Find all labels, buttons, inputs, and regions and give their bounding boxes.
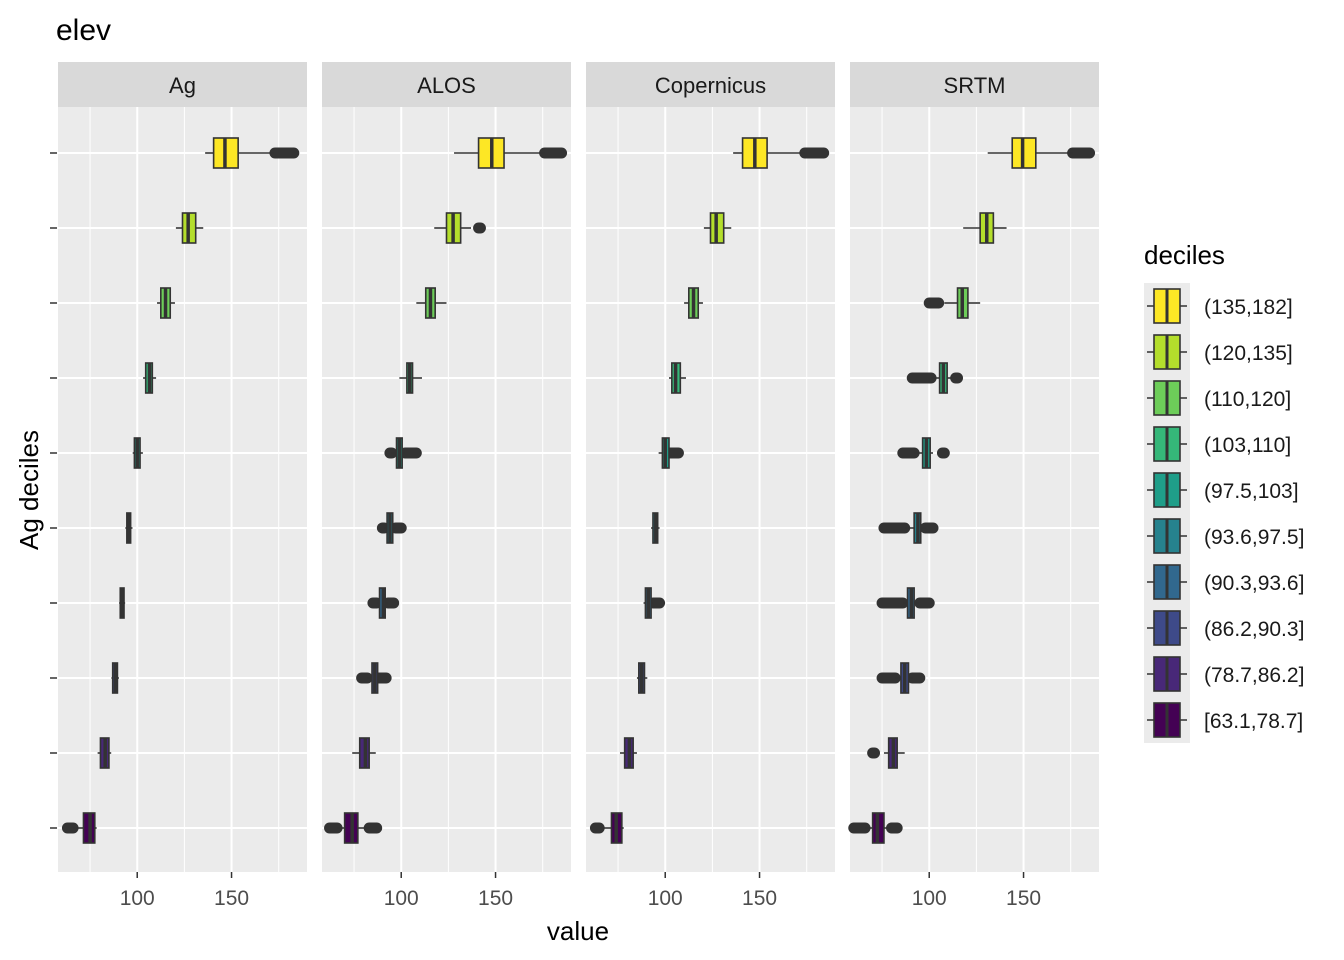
boxplot-ag-5	[132, 437, 143, 469]
boxplot-copernicus-8	[703, 212, 732, 244]
boxplot-alos-8	[434, 212, 486, 244]
facet-strip-label: ALOS	[417, 73, 476, 98]
boxplot-ag-0	[61, 812, 97, 844]
x-tick-label: 150	[478, 887, 513, 910]
legend-item-8: (78.7,86.2]	[1147, 656, 1304, 692]
boxplot-ag-1	[97, 737, 112, 769]
legend-item-label: (110,120]	[1204, 388, 1291, 411]
boxplot-alos-7	[416, 287, 447, 319]
legend-item-label: (97.5,103]	[1204, 480, 1299, 503]
facet-strip	[850, 62, 1099, 107]
facet-panels: Ag 100 150 ALOS 100 150 Copernicus 100 150 SRTM 10…	[58, 62, 1099, 910]
facet-strip	[322, 62, 571, 107]
boxplot-copernicus-2	[636, 662, 648, 694]
boxplot-srtm-0	[848, 812, 903, 844]
boxplot-ag-4	[125, 512, 133, 544]
boxplot-ag-3	[119, 587, 126, 619]
facet-strip	[586, 62, 835, 107]
boxplot-alos-3	[367, 587, 400, 619]
boxplot-copernicus-3	[643, 587, 666, 619]
boxplot-srtm-2	[876, 662, 926, 694]
boxplot-ag-6	[143, 362, 157, 394]
legend-item-label: (86.2,90.3]	[1204, 618, 1304, 641]
boxplot-alos-5	[384, 437, 422, 469]
facet-strip-label: Ag	[169, 73, 196, 98]
legend-item-label: [63.1,78.7]	[1204, 710, 1303, 733]
boxplot-alos-0	[324, 812, 383, 844]
x-tick-label: 150	[1006, 887, 1041, 910]
legend-item-2: (110,120]	[1147, 380, 1291, 416]
chart-title: elev	[56, 14, 111, 47]
boxplot-alos-9	[454, 137, 568, 169]
boxplot-ag-7	[157, 287, 175, 319]
legend-item-7: (86.2,90.3]	[1147, 610, 1304, 646]
boxplot-copernicus-5	[658, 437, 684, 469]
boxplot-copernicus-0	[589, 812, 624, 844]
legend-item-1: (120,135]	[1147, 334, 1293, 370]
boxplot-alos-1	[352, 737, 376, 769]
legend-item-6: (90.3,93.6]	[1147, 564, 1304, 600]
legend-item-0: (135,182]	[1147, 288, 1293, 324]
legend-item-label: (78.7,86.2]	[1204, 664, 1304, 687]
boxplot-copernicus-6	[669, 362, 686, 394]
facet-panel-ag: Ag 100 150	[58, 62, 307, 910]
facet-panel-srtm: SRTM 100 150	[848, 62, 1099, 910]
legend-item-9: [63.1,78.7]	[1147, 702, 1303, 738]
boxplot-srtm-6	[906, 362, 964, 394]
facet-strip-label: SRTM	[944, 73, 1006, 98]
boxplot-srtm-3	[876, 587, 935, 619]
boxplot-srtm-1	[867, 737, 905, 769]
legend-item-label: (93.6,97.5]	[1204, 526, 1304, 549]
x-tick-label: 150	[742, 887, 777, 910]
boxplot-copernicus-9	[733, 137, 830, 169]
boxplot-srtm-5	[897, 437, 950, 469]
boxplot-srtm-9	[987, 137, 1096, 169]
boxplot-srtm-8	[963, 212, 1007, 244]
boxplot-copernicus-7	[684, 287, 703, 319]
x-tick-label: 100	[912, 887, 947, 910]
legend-title: deciles	[1144, 240, 1225, 270]
x-tick-label: 100	[384, 887, 419, 910]
boxplot-ag-9	[205, 137, 300, 169]
boxplot-copernicus-1	[619, 737, 637, 769]
boxplot-ag-2	[111, 662, 119, 694]
boxplot-alos-6	[399, 362, 422, 394]
x-tick-label: 150	[214, 887, 249, 910]
x-tick-label: 100	[120, 887, 155, 910]
legend: deciles (135,182] (120,135] (110,120] (103,…	[1144, 240, 1304, 743]
boxplot-srtm-4	[878, 512, 939, 544]
facet-panel-alos: ALOS 100 150	[322, 62, 571, 910]
panel-background	[850, 107, 1099, 872]
legend-item-5: (93.6,97.5]	[1147, 518, 1304, 554]
legend-item-label: (120,135]	[1204, 342, 1293, 365]
boxplot-alos-4	[376, 512, 407, 544]
y-axis	[50, 152, 57, 829]
legend-item-3: (103,110]	[1147, 426, 1291, 462]
facet-strip-label: Copernicus	[655, 73, 766, 98]
x-tick-label: 100	[648, 887, 683, 910]
legend-item-label: (90.3,93.6]	[1204, 572, 1304, 595]
boxplot-ag-8	[175, 212, 204, 244]
boxplot-alos-2	[356, 662, 392, 694]
boxplot-srtm-7	[923, 287, 981, 319]
y-axis-title: Ag deciles	[14, 430, 44, 550]
legend-item-label: (103,110]	[1204, 434, 1291, 457]
legend-item-label: (135,182]	[1204, 296, 1293, 319]
boxplot-copernicus-4	[651, 512, 660, 544]
facet-panel-copernicus: Copernicus 100 150	[586, 62, 835, 910]
legend-item-4: (97.5,103]	[1147, 472, 1299, 508]
x-axis-title: value	[547, 916, 609, 946]
facet-strip	[58, 62, 307, 107]
